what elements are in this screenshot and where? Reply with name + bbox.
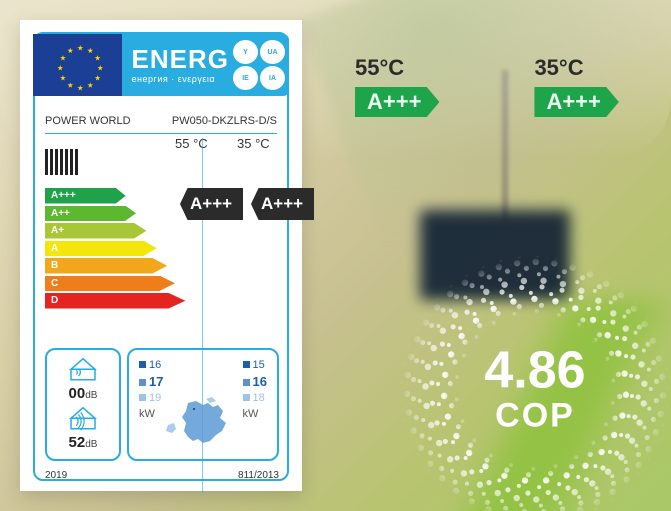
- energ-title: ENERG: [132, 46, 229, 72]
- cop-number: 4.86: [484, 345, 585, 397]
- badge-35c-temperature: 35°C: [534, 55, 583, 81]
- eu-circle-ie: IE: [233, 66, 258, 90]
- scale-row-appp: A+++: [45, 188, 126, 204]
- brand-name-text: POWER WORLD: [45, 115, 131, 127]
- eu-circle-ua: UA: [260, 40, 285, 64]
- outdoor-db-value: 52dB: [69, 434, 98, 452]
- scale-row-ap: A+: [45, 223, 146, 239]
- power-values-box: 16 17 19 kW 15 16 18 kW: [127, 348, 279, 461]
- cop-value-text: 4.86 COP: [484, 345, 585, 436]
- radiator-temp-row: 55 °C 35 °C: [45, 136, 277, 184]
- label-footer-row: 2019 811/2013: [45, 470, 279, 481]
- badge-35c-rating: A+++: [534, 87, 618, 117]
- eu-energy-banner: ENERG енергия · ενεργεια Y UA IE IA: [33, 34, 289, 96]
- badge-55c-temperature: 55°C: [355, 55, 404, 81]
- bottom-info-row: 00dB 52dB 16 17 19 kW: [45, 348, 279, 461]
- model-number-text: PW050-DKZLRS-D/S: [172, 115, 277, 127]
- temp-35-label: 35 °C: [237, 136, 270, 151]
- scale-row-b: B: [45, 258, 167, 274]
- eu-flag-icon: [33, 34, 122, 96]
- europe-map-icon: [148, 393, 258, 453]
- eu-region-circles: Y UA IE IA: [229, 34, 289, 96]
- rating-badge-group: A+++ A+++: [180, 188, 325, 220]
- cop-badge: 4.86 COP: [400, 255, 670, 511]
- rating-badge-35c: A+++: [251, 188, 314, 220]
- indoor-sound-icon: [68, 357, 98, 383]
- footer-year: 2019: [45, 470, 67, 481]
- outdoor-sound-icon: [68, 406, 98, 432]
- radiator-icon: [45, 145, 78, 175]
- temperature-badge-group: 55°C A+++ 35°C A+++: [355, 55, 619, 117]
- eu-circle-ia: IA: [260, 66, 285, 90]
- indoor-db-value: 00dB: [69, 385, 98, 403]
- badge-55c-rating: A+++: [355, 87, 439, 117]
- energ-banner-text: ENERG енергия · ενεργεια: [122, 34, 229, 96]
- badge-55c-group: 55°C A+++: [355, 55, 439, 117]
- sound-level-box: 00dB 52dB: [45, 348, 121, 461]
- energ-subtitle: енергия · ενεργεια: [132, 74, 229, 84]
- footer-regulation: 811/2013: [238, 470, 279, 481]
- energy-label-card: ENERG енергия · ενεργεια Y UA IE IA POWE…: [20, 20, 302, 491]
- cop-unit-label: COP: [484, 397, 585, 436]
- badge-35c-group: 35°C A+++: [534, 55, 618, 117]
- scale-row-c: C: [45, 276, 175, 292]
- scale-row-app: A++: [45, 206, 136, 222]
- scale-row-a: A: [45, 241, 157, 257]
- scale-row-d: D: [45, 293, 185, 309]
- brand-model-row: POWER WORLD PW050-DKZLRS-D/S: [45, 115, 277, 134]
- eu-circle-y: Y: [233, 40, 258, 64]
- energy-scale-bars: A+++ A++ A+ A B C D: [45, 188, 175, 311]
- rating-badge-55c: A+++: [180, 188, 243, 220]
